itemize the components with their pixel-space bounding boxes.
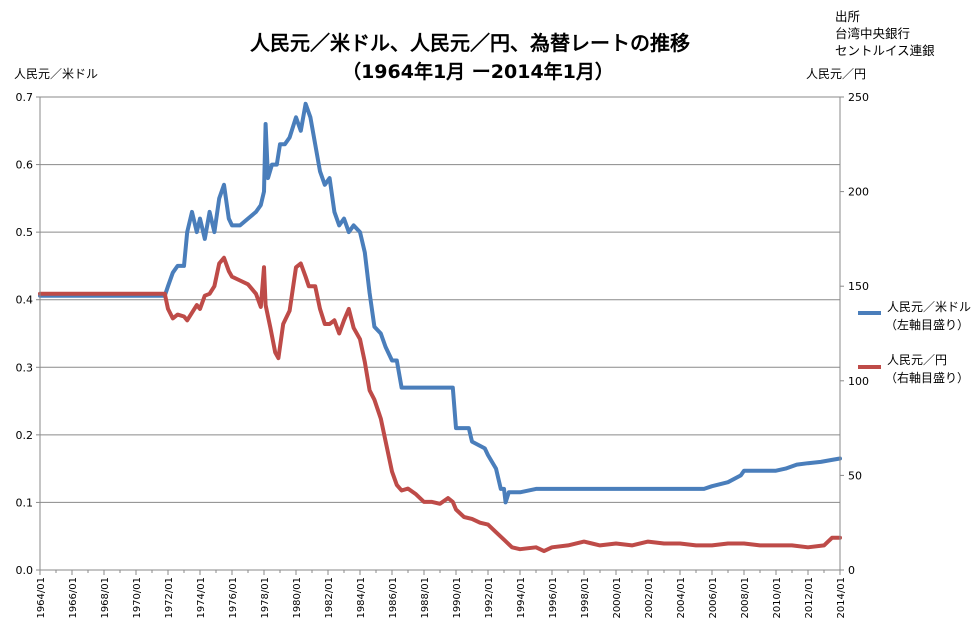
x-tick-label: 1968/01 (100, 577, 111, 619)
y-right-tick-label: 100 (848, 375, 869, 388)
y-right-tick-label: 0 (848, 564, 855, 577)
x-tick-label: 1964/01 (36, 577, 47, 619)
y-left-tick-label: 0.5 (16, 226, 34, 239)
y-left-tick-label: 0.0 (16, 564, 34, 577)
chart-subtitle: （1964年1月 ー2014年1月） (342, 60, 614, 83)
x-tick-label: 1994/01 (516, 577, 527, 619)
x-tick-label: 2010/01 (772, 577, 783, 619)
y-axis-left: 0.0 0.1 0.2 0.3 0.4 0.5 0.6 0.7 (16, 91, 41, 577)
x-tick-label: 1986/01 (388, 577, 399, 619)
x-tick-label: 1998/01 (580, 577, 591, 619)
source-label: 出所 (835, 9, 860, 24)
series-line-usd (38, 101, 842, 505)
x-axis: 1964/01 1966/01 1968/01 1970/01 1972/01 1974/… (36, 569, 847, 619)
legend-label-usd: 人民元／米ドル (887, 300, 971, 314)
y-axis-left-label: 人民元／米ドル (14, 67, 98, 81)
x-tick-label: 2000/01 (612, 577, 623, 619)
x-tick-label: 2004/01 (676, 577, 687, 619)
x-tick-label: 1982/01 (324, 577, 335, 619)
x-tick-label: 1984/01 (356, 577, 367, 619)
x-tick-label: 2012/01 (804, 577, 815, 619)
y-axis-right: 0 50 100 150 200 250 (839, 91, 869, 577)
legend: 人民元／米ドル （左軸目盛り） 人民元／円 （右軸目盛り） (858, 300, 971, 385)
legend-sublabel-jpy: （右軸目盛り） (885, 370, 969, 385)
x-tick-label: 2006/01 (708, 577, 719, 619)
series-line-jpy (38, 255, 842, 554)
x-tick-label: 2002/01 (644, 577, 655, 619)
y-left-tick-label: 0.6 (16, 159, 34, 172)
y-left-tick-label: 0.3 (16, 361, 34, 374)
y-right-tick-label: 200 (848, 186, 869, 199)
x-tick-label: 1988/01 (420, 577, 431, 619)
y-left-tick-label: 0.2 (16, 429, 34, 442)
x-tick-label: 1976/01 (228, 577, 239, 619)
series-lines (38, 101, 842, 554)
chart-title: 人民元／米ドル、人民元／円、為替レートの推移 (250, 31, 690, 55)
x-tick-label: 1966/01 (68, 577, 79, 619)
grid-lines (40, 96, 840, 503)
source-line-2: セントルイス連銀 (835, 43, 935, 58)
source-line-1: 台湾中央銀行 (835, 26, 910, 41)
x-tick-label: 1992/01 (484, 577, 495, 619)
x-tick-label: 1972/01 (164, 577, 175, 619)
x-tick-label: 1978/01 (260, 577, 271, 619)
legend-label-jpy: 人民元／円 (887, 353, 947, 367)
y-left-tick-label: 0.4 (16, 294, 34, 307)
x-tick-label: 1996/01 (548, 577, 559, 619)
legend-sublabel-usd: （左軸目盛り） (885, 317, 969, 332)
y-left-tick-label: 0.1 (16, 496, 34, 509)
y-axis-right-label: 人民元／円 (806, 67, 866, 81)
y-right-tick-label: 250 (848, 91, 869, 104)
x-tick-label: 1970/01 (132, 577, 143, 619)
x-tick-label: 2014/01 (836, 577, 847, 619)
x-tick-label: 1990/01 (452, 577, 463, 619)
x-tick-label: 1974/01 (196, 577, 207, 619)
y-right-tick-label: 50 (848, 469, 862, 482)
x-tick-label: 1980/01 (292, 577, 303, 619)
y-right-tick-label: 150 (848, 280, 869, 293)
x-tick-label: 2008/01 (740, 577, 751, 619)
y-left-tick-label: 0.7 (16, 91, 34, 104)
